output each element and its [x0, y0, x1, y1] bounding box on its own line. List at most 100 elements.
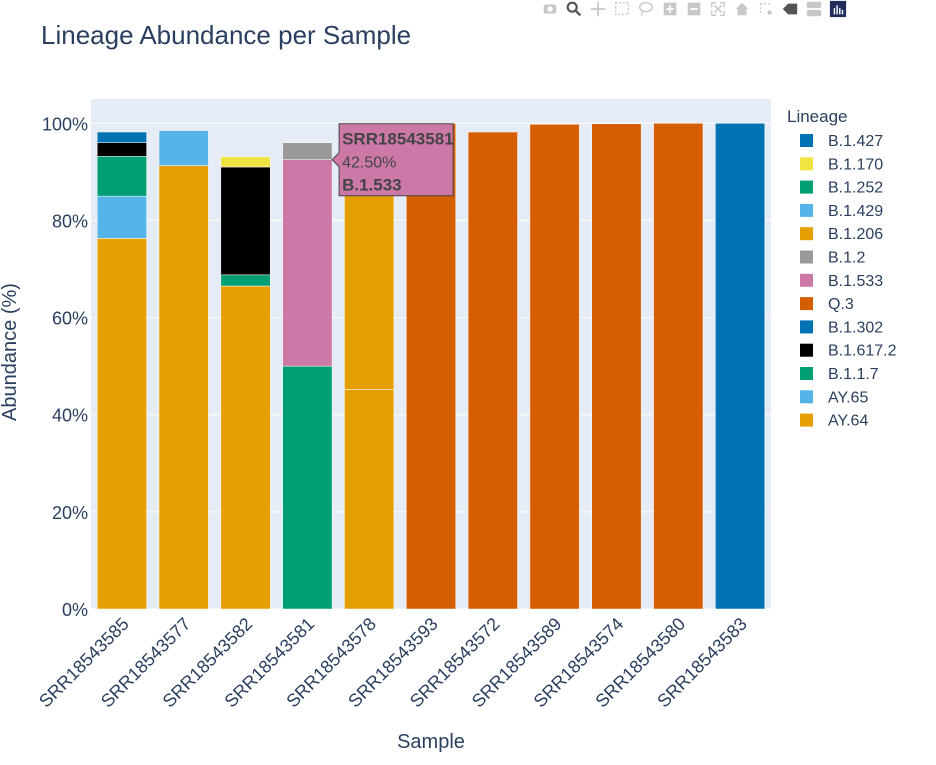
legend-swatch [800, 180, 813, 194]
legend-swatch [800, 157, 813, 171]
bar-Q-3-SRR18543574[interactable] [591, 123, 642, 610]
bar-AY-65-SRR18543577[interactable] [158, 130, 209, 166]
spike-lines-button[interactable] [756, 0, 776, 18]
zoom-icon [566, 1, 582, 17]
y-tick-label: 0% [62, 600, 88, 620]
legend-swatch [800, 343, 813, 357]
legend-item-B-1-427[interactable]: B.1.427 [800, 133, 883, 150]
legend-item-B-1-302[interactable]: B.1.302 [800, 319, 883, 336]
legend-swatch [800, 227, 813, 241]
bar-B-1-427-SRR18543585[interactable] [96, 131, 147, 143]
bar-AY-64-SRR18543585[interactable] [96, 238, 147, 610]
bar-AY-64-SRR18543582[interactable] [220, 285, 271, 610]
legend-label: AY.65 [828, 389, 868, 406]
y-tick-label: 60% [52, 309, 88, 329]
legend-item-B-1-206[interactable]: B.1.206 [800, 226, 883, 243]
y-tick-label: 80% [52, 211, 88, 231]
zoom-out-icon [687, 2, 701, 16]
pan-icon [590, 1, 606, 17]
box-select-icon [614, 1, 630, 16]
hover-compare-button[interactable] [804, 0, 824, 18]
bar-B-1-533-SRR18543581[interactable] [282, 159, 333, 367]
legend-swatch [800, 250, 813, 264]
download-plot-button[interactable] [540, 0, 560, 18]
bar-Q-3-SRR18543589[interactable] [529, 124, 580, 610]
hover-closest-icon [782, 3, 798, 15]
legend-item-B-1-252[interactable]: B.1.252 [800, 180, 883, 197]
reset-axes-button[interactable] [732, 0, 752, 18]
legend-item-B-1-2[interactable]: B.1.2 [800, 250, 865, 267]
legend-label: B.1.252 [828, 180, 883, 197]
bar-AY-65-SRR18543585[interactable] [96, 195, 147, 239]
x-axis-label: Sample [397, 731, 465, 753]
bar-B-1-1-7-SRR18543585[interactable] [96, 156, 147, 197]
legend-swatch [800, 320, 813, 334]
spike-icon [759, 2, 772, 15]
camera-icon [543, 4, 557, 14]
bar-Q-3-SRR18543572[interactable] [467, 131, 518, 610]
tooltip-sample: SRR18543581 [342, 130, 454, 149]
legend-label: B.1.1.7 [828, 366, 879, 383]
box-select-button[interactable] [612, 0, 632, 18]
bar-B-1-2-SRR18543581[interactable] [282, 142, 333, 160]
bar-B-1-206-SRR18543578[interactable] [344, 182, 395, 390]
legend-swatch [800, 273, 813, 287]
bar-AY-64-SRR18543578[interactable] [344, 389, 395, 610]
legend-label: B.1.427 [828, 133, 883, 150]
y-tick-label: 40% [52, 406, 88, 426]
chart-title: Lineage Abundance per Sample [41, 20, 411, 50]
legend-label: B.1.617.2 [828, 343, 897, 360]
y-tick-label: 20% [52, 503, 88, 523]
hover-closest-button[interactable] [780, 0, 800, 18]
legend-label: B.1.429 [828, 203, 883, 220]
bar-B-1-170-SRR18543582[interactable] [220, 156, 271, 168]
legend-swatch [800, 134, 813, 147]
modebar [540, 0, 848, 18]
legend-label: Q.3 [828, 296, 854, 313]
pan-button[interactable] [588, 0, 608, 18]
bar-B-1-617-2-SRR18543585[interactable] [96, 142, 147, 157]
home-icon [735, 2, 749, 16]
bar-B-1-617-2-SRR18543582[interactable] [220, 166, 271, 276]
legend-item-AY-64[interactable]: AY.64 [800, 413, 868, 430]
legend: Lineage B.1.427 B.1.170 B.1.252 B.1.429 B.1.… [787, 107, 897, 430]
zoom-button[interactable] [564, 0, 584, 18]
legend-label: B.1.170 [828, 156, 883, 173]
lasso-select-button[interactable] [636, 0, 656, 18]
legend-item-B-1-429[interactable]: B.1.429 [800, 203, 883, 220]
zoom-in-button[interactable] [660, 0, 680, 18]
hover-tooltip: SRR18543581 42.50% B.1.533 [331, 123, 454, 197]
tooltip-value: 42.50% [342, 155, 396, 172]
bar-Q-3-SRR18543593[interactable] [406, 123, 456, 610]
bar-B-1-1-7-SRR18543582[interactable] [220, 274, 271, 287]
legend-item-B-1-533[interactable]: B.1.533 [800, 273, 883, 290]
legend-swatch [800, 390, 813, 404]
legend-title: Lineage [787, 107, 848, 126]
autoscale-icon [710, 1, 726, 17]
legend-swatch [800, 367, 813, 380]
bar-B-1-1-7-SRR18543581[interactable] [282, 365, 333, 610]
autoscale-button[interactable] [708, 0, 728, 18]
legend-swatch [800, 297, 813, 311]
legend-item-B-1-1-7[interactable]: B.1.1.7 [800, 366, 879, 383]
legend-item-B-1-170[interactable]: B.1.170 [800, 156, 883, 173]
y-axis-label: Abundance (%) [0, 283, 21, 421]
zoom-in-icon [663, 2, 677, 16]
legend-swatch [800, 203, 813, 217]
bar-B-1-302-SRR18543583[interactable] [715, 123, 766, 610]
bar-Q-3-SRR18543580[interactable] [653, 123, 704, 610]
legend-label: B.1.302 [828, 319, 883, 336]
plotly-logo-button[interactable] [828, 0, 848, 18]
legend-label: B.1.2 [828, 250, 865, 267]
legend-label: B.1.206 [828, 226, 883, 243]
legend-item-B-1-617-2[interactable]: B.1.617.2 [800, 343, 897, 360]
zoom-out-button[interactable] [684, 0, 704, 18]
legend-item-Q-3[interactable]: Q.3 [800, 296, 854, 313]
legend-item-AY-65[interactable]: AY.65 [800, 389, 868, 406]
y-tick-label: 100% [42, 114, 88, 134]
plotly-logo-icon [829, 0, 847, 18]
legend-label: B.1.533 [828, 273, 883, 290]
bar-AY-64-SRR18543577[interactable] [158, 165, 209, 610]
